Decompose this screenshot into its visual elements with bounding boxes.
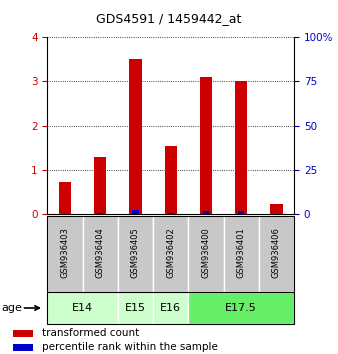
Bar xyxy=(13,330,33,337)
Bar xyxy=(132,211,139,214)
Bar xyxy=(200,77,212,214)
Bar xyxy=(47,216,82,292)
Bar xyxy=(118,292,153,324)
Bar xyxy=(59,182,71,214)
Bar xyxy=(153,216,188,292)
Bar xyxy=(223,216,259,292)
Bar xyxy=(168,213,174,214)
Text: GSM936401: GSM936401 xyxy=(237,227,246,278)
Bar xyxy=(188,216,223,292)
Bar xyxy=(97,213,103,214)
Bar xyxy=(238,211,244,214)
Text: GSM936400: GSM936400 xyxy=(201,227,211,278)
Bar xyxy=(153,292,188,324)
Bar xyxy=(203,211,209,214)
Bar xyxy=(13,344,33,351)
Text: GDS4591 / 1459442_at: GDS4591 / 1459442_at xyxy=(96,12,242,25)
Bar xyxy=(118,216,153,292)
Text: GSM936402: GSM936402 xyxy=(166,227,175,278)
Text: GSM936404: GSM936404 xyxy=(96,227,105,278)
Bar xyxy=(235,81,247,214)
Bar xyxy=(129,59,142,214)
Text: age: age xyxy=(2,303,23,313)
Text: E17.5: E17.5 xyxy=(225,303,257,313)
Text: GSM936406: GSM936406 xyxy=(272,227,281,278)
Bar xyxy=(82,216,118,292)
Bar xyxy=(188,292,294,324)
Text: E15: E15 xyxy=(125,303,146,313)
Bar xyxy=(94,156,106,214)
Bar xyxy=(47,292,118,324)
Bar xyxy=(270,205,283,214)
Text: transformed count: transformed count xyxy=(43,328,140,338)
Text: E14: E14 xyxy=(72,303,93,313)
Text: percentile rank within the sample: percentile rank within the sample xyxy=(43,342,218,352)
Text: GSM936403: GSM936403 xyxy=(61,227,69,278)
Text: E16: E16 xyxy=(160,303,181,313)
Bar xyxy=(259,216,294,292)
Text: GSM936405: GSM936405 xyxy=(131,227,140,278)
Bar xyxy=(165,145,177,214)
